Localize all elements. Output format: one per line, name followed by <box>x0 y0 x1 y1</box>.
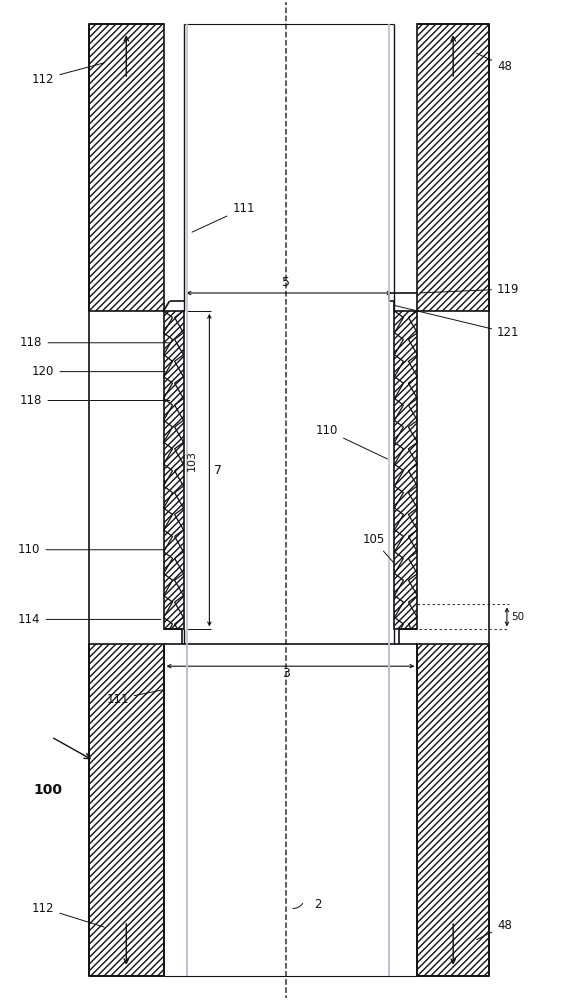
Text: 114: 114 <box>18 613 161 626</box>
Text: 112: 112 <box>32 63 104 86</box>
Bar <box>89 644 164 976</box>
Bar <box>164 311 183 629</box>
Text: 103: 103 <box>186 450 197 471</box>
Text: 112: 112 <box>32 902 104 927</box>
Text: 118: 118 <box>20 336 170 349</box>
Text: 48: 48 <box>477 53 512 73</box>
Bar <box>394 311 417 629</box>
Text: 120: 120 <box>32 365 165 378</box>
Bar <box>89 24 164 311</box>
Text: 2: 2 <box>314 898 321 911</box>
Text: 111: 111 <box>192 202 255 232</box>
Text: 105: 105 <box>362 533 394 563</box>
Text: 118: 118 <box>20 394 170 407</box>
Text: 5: 5 <box>282 276 290 289</box>
Bar <box>417 24 489 311</box>
Text: 100: 100 <box>33 783 62 797</box>
Text: 50: 50 <box>511 612 524 622</box>
Bar <box>417 644 489 976</box>
Text: 119: 119 <box>420 283 520 296</box>
Text: 111: 111 <box>106 690 164 706</box>
Text: 48: 48 <box>477 919 512 940</box>
Text: 110: 110 <box>316 424 387 459</box>
Text: 110: 110 <box>18 543 165 556</box>
Text: 7: 7 <box>214 464 222 477</box>
Text: 3: 3 <box>282 667 290 680</box>
Text: 121: 121 <box>395 306 520 339</box>
